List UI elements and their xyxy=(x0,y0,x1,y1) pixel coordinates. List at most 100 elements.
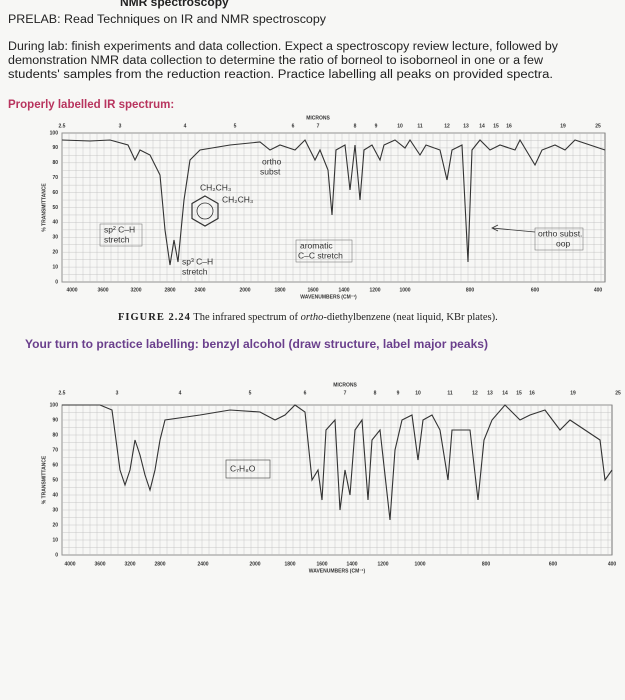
y-tick-label: 30 xyxy=(52,507,58,513)
y-tick-label: 20 xyxy=(52,250,58,256)
paragraph-line: students' samples from the reduction rea… xyxy=(8,69,553,81)
benzene-ring xyxy=(196,202,214,220)
x-tick-label: 1800 xyxy=(274,287,285,293)
micron-label: 5 xyxy=(234,123,237,129)
micron-label: 8 xyxy=(374,390,377,396)
x-tick-label: 800 xyxy=(482,561,491,567)
micron-label: 7 xyxy=(317,123,320,129)
x-tick-label: 1800 xyxy=(284,561,295,567)
x-tick-label: 1200 xyxy=(377,561,388,567)
arrow xyxy=(491,227,536,233)
x-tick-label: 3600 xyxy=(94,561,105,567)
annotation: stretch xyxy=(182,266,208,276)
page-title: NMR spectroscopy xyxy=(120,0,229,9)
annotation: aromatic xyxy=(300,240,333,250)
paragraph-line: During lab: finish experiments and data … xyxy=(8,41,558,53)
micron-label: 15 xyxy=(493,123,499,129)
y-tick-label: 80 xyxy=(52,160,58,166)
x-tick-label: 1400 xyxy=(346,561,357,567)
x-tick-label: 600 xyxy=(531,287,540,293)
micron-label: 4 xyxy=(179,390,182,396)
micron-label: 14 xyxy=(502,390,508,396)
y-tick-label: 0 xyxy=(55,279,58,285)
microns-label: MICRONS xyxy=(333,382,357,388)
annotation: oop xyxy=(556,238,570,248)
micron-label: 9 xyxy=(375,123,378,129)
x-tick-label: 4000 xyxy=(64,561,75,567)
micron-label: 2.5 xyxy=(59,123,66,129)
y-tick-label: 80 xyxy=(52,432,58,438)
y-tick-label: 90 xyxy=(52,417,58,423)
section-heading: Your turn to practice labelling: benzyl … xyxy=(25,339,488,351)
x-tick-label: 3200 xyxy=(124,561,135,567)
x-tick-label: 2000 xyxy=(239,287,250,293)
label-box xyxy=(225,459,271,479)
x-axis-label: WAVENUMBERS (CM⁻¹) xyxy=(309,568,366,574)
spectrum-trace xyxy=(61,138,606,266)
y-tick-label: 0 xyxy=(55,552,58,558)
benzene-ring xyxy=(191,195,219,227)
y-tick-label: 30 xyxy=(52,235,58,241)
x-tick-label: 400 xyxy=(594,287,603,293)
x-tick-label: 3200 xyxy=(130,287,141,293)
micron-label: 25 xyxy=(615,390,621,396)
y-tick-label: 50 xyxy=(52,477,58,483)
micron-label: 6 xyxy=(304,390,307,396)
micron-label: 19 xyxy=(570,390,576,396)
y-tick-label: 40 xyxy=(52,492,58,498)
y-tick-label: 60 xyxy=(52,462,58,468)
y-axis-label: % TRANSMITTANCE xyxy=(41,455,47,504)
micron-label: 16 xyxy=(529,390,535,396)
section-heading: Properly labelled IR spectrum: xyxy=(8,99,174,111)
x-tick-label: 1200 xyxy=(369,287,380,293)
micron-label: 12 xyxy=(444,123,450,129)
micron-label: 4 xyxy=(184,123,187,129)
y-tick-label: 90 xyxy=(52,145,58,151)
annotation: stretch xyxy=(104,234,130,244)
ir-spectrum: % TRANSMITTANCE WAVENUMBERS (CM⁻¹) MICRONS… xyxy=(41,115,606,300)
micron-label: 3 xyxy=(116,390,119,396)
x-tick-label: 800 xyxy=(466,287,475,293)
caption-italic: ortho xyxy=(301,312,324,323)
y-tick-label: 20 xyxy=(52,522,58,528)
x-tick-label: 3600 xyxy=(97,287,108,293)
x-tick-label: 4000 xyxy=(66,287,77,293)
x-tick-label: 1000 xyxy=(399,287,410,293)
ir-spectrum: % TRANSMITTANCE WAVENUMBERS (CM⁻¹) MICRONS… xyxy=(41,382,621,574)
micron-label: 19 xyxy=(560,123,566,129)
x-axis-label: WAVENUMBERS (CM⁻¹) xyxy=(300,294,357,300)
y-tick-label: 10 xyxy=(52,537,58,543)
y-tick-label: 70 xyxy=(52,175,58,181)
paragraph-line: demonstration NMR data collection to det… xyxy=(8,55,544,67)
prelab: PRELAB: Read Techniques on IR and NMR sp… xyxy=(8,14,326,26)
label-box xyxy=(295,239,353,263)
micron-label: 16 xyxy=(506,123,512,129)
annotation: sp³ C–H xyxy=(182,256,213,266)
y-tick-label: 10 xyxy=(52,264,58,270)
x-tick-label: 2800 xyxy=(154,561,165,567)
annotation: ortho subst. xyxy=(538,228,582,238)
x-tick-label: 1600 xyxy=(307,287,318,293)
annotation: subst xyxy=(260,166,281,176)
arrow xyxy=(491,224,499,232)
micron-label: 7 xyxy=(344,390,347,396)
x-tick-label: 1400 xyxy=(338,287,349,293)
annotation: CH₂CH₃ xyxy=(222,194,253,204)
micron-label: 10 xyxy=(397,123,403,129)
micron-label: 6 xyxy=(292,123,295,129)
micron-label: 8 xyxy=(354,123,357,129)
micron-label: 2.5 xyxy=(59,390,66,396)
microns-label: MICRONS xyxy=(306,115,330,121)
y-tick-label: 60 xyxy=(52,190,58,196)
y-tick-label: 100 xyxy=(50,402,59,408)
caption-text: -diethylbenzene (neat liquid, KBr plates… xyxy=(323,312,497,323)
x-tick-label: 1000 xyxy=(414,561,425,567)
y-tick-label: 70 xyxy=(52,447,58,453)
annotation: C–C stretch xyxy=(298,250,343,260)
micron-label: 9 xyxy=(397,390,400,396)
micron-label: 13 xyxy=(463,123,469,129)
x-tick-label: 2800 xyxy=(164,287,175,293)
micron-label: 25 xyxy=(595,123,601,129)
annotation: sp² C–H xyxy=(104,224,135,234)
